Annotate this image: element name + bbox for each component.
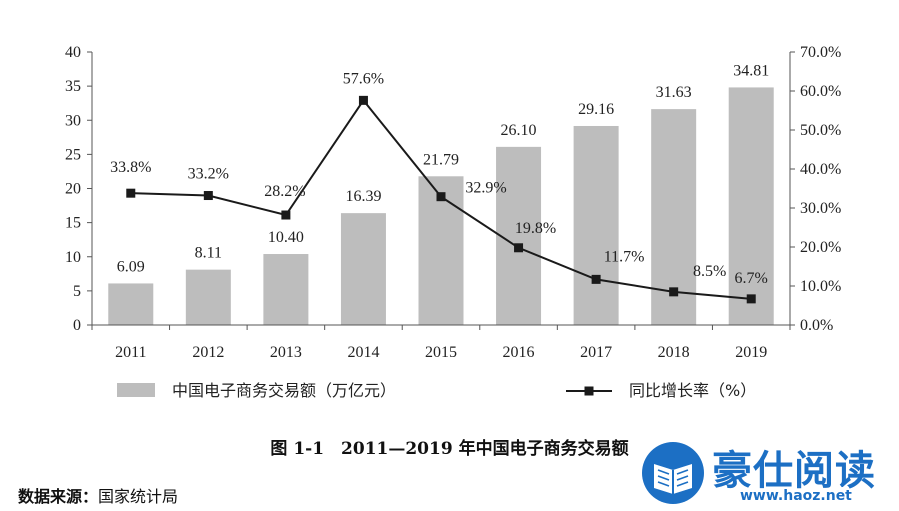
bar xyxy=(728,87,774,325)
line-value-label: 32.9% xyxy=(465,180,506,197)
bar-value-label: 16.39 xyxy=(345,188,381,205)
line-value-label: 57.6% xyxy=(343,70,384,87)
chart-svg: 0 5 10 15 20 25 30 35 40 0.0% 10.0% 20.0% 30.0% 40.0%… xyxy=(65,44,841,400)
watermark-url: www.haoz.net xyxy=(740,488,852,504)
bar-value-label: 8.11 xyxy=(195,245,222,262)
x-tick-label: 2018 xyxy=(658,344,690,361)
bar-value-label: 34.81 xyxy=(733,62,769,79)
line-value-label: 33.2% xyxy=(188,166,229,183)
y-left-tick-label: 30 xyxy=(65,112,81,129)
x-tick-label: 2013 xyxy=(270,344,302,361)
line-point xyxy=(281,210,291,220)
line-value-label: 6.7% xyxy=(735,270,768,287)
bar xyxy=(496,146,542,325)
y-left-tick-label: 15 xyxy=(65,215,81,232)
bar-value-label: 29.16 xyxy=(578,101,614,118)
line-series xyxy=(126,95,756,304)
y-left-tick-label: 0 xyxy=(73,317,81,334)
legend-bar-swatch xyxy=(117,383,155,397)
watermark-name: 豪仕阅读 xyxy=(712,448,876,494)
line-point xyxy=(358,95,368,105)
bar-value-label: 31.63 xyxy=(656,84,692,101)
y-right-tick-label: 50.0% xyxy=(800,122,841,139)
legend-line-marker xyxy=(584,386,594,396)
x-tick-label: 2012 xyxy=(192,344,224,361)
line-value-label: 11.7% xyxy=(604,248,645,265)
legend-line-label: 同比增长率（%） xyxy=(629,381,756,400)
bar-value-label: 10.40 xyxy=(268,229,304,246)
y-right-tick-label: 20.0% xyxy=(800,239,841,256)
x-tick-label: 2017 xyxy=(580,344,612,361)
y-right-tick-label: 40.0% xyxy=(800,161,841,178)
bar xyxy=(108,283,154,325)
x-tick-label: 2016 xyxy=(503,344,535,361)
bar xyxy=(263,254,309,325)
line-point xyxy=(746,294,756,304)
bar xyxy=(185,269,231,325)
bar-value-label: 6.09 xyxy=(117,258,145,275)
x-tick-label: 2015 xyxy=(425,344,457,361)
x-tick-label: 2011 xyxy=(115,344,146,361)
chart-axes: 0 5 10 15 20 25 30 35 40 0.0% 10.0% 20.0% 30.0% 40.0%… xyxy=(65,44,841,361)
line-value-label: 28.2% xyxy=(264,183,305,200)
book-logo-icon xyxy=(642,442,704,504)
line-point xyxy=(126,188,136,198)
watermark: 豪仕阅读 www.haoz.net xyxy=(640,438,899,511)
bar-value-label: 26.10 xyxy=(501,122,537,139)
bar xyxy=(340,213,386,325)
line-point xyxy=(514,243,524,253)
x-tick-label: 2019 xyxy=(735,344,767,361)
y-right-tick-label: 30.0% xyxy=(800,200,841,217)
line-point xyxy=(436,192,446,202)
y-right-tick-label: 60.0% xyxy=(800,83,841,100)
data-labels: 6.09 8.11 10.40 16.39 21.79 26.10 29.16 31.63 34… xyxy=(110,62,769,286)
line-value-label: 19.8% xyxy=(515,220,556,237)
line-point xyxy=(669,287,679,297)
line-value-label: 33.8% xyxy=(110,159,151,176)
y-left-tick-label: 20 xyxy=(65,181,81,198)
y-right-tick-label: 10.0% xyxy=(800,278,841,295)
data-source: 数据来源：国家统计局 xyxy=(18,483,178,507)
y-right-tick-label: 70.0% xyxy=(800,44,841,61)
y-left-tick-label: 25 xyxy=(65,146,81,163)
x-tick-label: 2014 xyxy=(347,344,379,361)
legend-bar-label: 中国电子商务交易额（万亿元） xyxy=(172,381,396,400)
line-point xyxy=(591,274,601,284)
bar xyxy=(573,125,619,325)
line-point xyxy=(203,191,213,201)
chart-legend: 中国电子商务交易额（万亿元） 同比增长率（%） xyxy=(117,381,756,400)
y-left-tick-label: 5 xyxy=(73,283,81,300)
source-value: 国家统计局 xyxy=(98,487,179,506)
bar-value-label: 21.79 xyxy=(423,151,459,168)
y-left-tick-label: 40 xyxy=(65,44,81,61)
figure-caption: 图 1-1 2011—2019 年中国电子商务交易额 xyxy=(270,439,629,459)
y-right-tick-label: 0.0% xyxy=(800,317,833,334)
y-left-tick-label: 10 xyxy=(65,249,81,266)
y-left-tick-label: 35 xyxy=(65,78,81,95)
source-label: 数据来源： xyxy=(18,487,99,506)
line-value-label: 8.5% xyxy=(693,263,726,280)
